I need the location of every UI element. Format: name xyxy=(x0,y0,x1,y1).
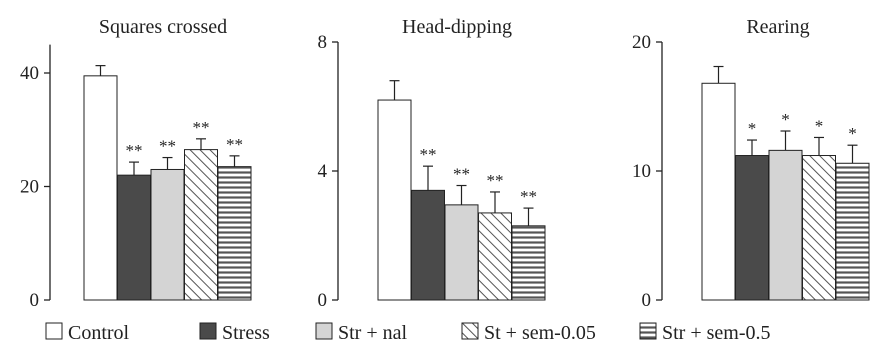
y-tick-label: 0 xyxy=(318,290,328,311)
significance-label: ** xyxy=(453,165,470,184)
significance-label: * xyxy=(848,124,857,143)
legend-label: St + sem-0.05 xyxy=(484,322,596,344)
legend-label: Str + nal xyxy=(338,322,407,344)
legend-label: Str + sem-0.5 xyxy=(662,322,771,344)
bar-light xyxy=(150,168,185,301)
significance-label: ** xyxy=(159,137,176,156)
legend-item-light: Str + nal xyxy=(315,322,407,344)
y-tick-label: 8 xyxy=(318,32,328,53)
bar-light xyxy=(768,149,803,301)
significance-label: ** xyxy=(420,145,437,164)
bar-white xyxy=(83,75,118,301)
significance-label: ** xyxy=(487,171,504,190)
bar-white xyxy=(701,82,736,301)
chart-panel-3: Rearing 0 10 20 * * * * xyxy=(632,16,870,311)
bar-dark xyxy=(735,155,769,301)
y-tick-label: 0 xyxy=(642,290,652,311)
panel-title: Squares crossed xyxy=(99,16,227,38)
legend-label: Stress xyxy=(222,322,270,344)
chart-panel-1: Squares crossed 0 20 40 ** ** ** ** xyxy=(20,16,252,311)
bar-dark xyxy=(411,189,445,301)
significance-label: * xyxy=(748,119,757,138)
y-tick-label: 0 xyxy=(30,290,40,311)
bar-white xyxy=(377,99,412,301)
bar-horizontal xyxy=(835,162,870,301)
significance-label: ** xyxy=(193,118,210,137)
legend-swatch xyxy=(45,322,63,340)
significance-label: * xyxy=(815,116,824,135)
significance-label: ** xyxy=(226,135,243,154)
y-tick-label: 20 xyxy=(20,177,39,198)
significance-label: ** xyxy=(126,141,143,160)
legend-swatch xyxy=(199,322,217,340)
bar-light xyxy=(444,204,479,301)
legend-item-horizontal: Str + sem-0.5 xyxy=(639,322,771,344)
legend-swatch xyxy=(461,322,479,340)
bar-horizontal xyxy=(511,225,546,301)
y-tick-label: 20 xyxy=(632,32,651,53)
bar-horizontal xyxy=(217,166,252,301)
panel-title: Rearing xyxy=(746,16,809,38)
significance-label: * xyxy=(781,110,790,129)
y-tick-label: 10 xyxy=(632,161,651,182)
legend-label: Control xyxy=(68,322,130,344)
legend: Control Stress Str + nal St + sem-0.05 Str +… xyxy=(45,322,771,344)
significance-label: ** xyxy=(520,187,537,206)
legend-item-diagonal: St + sem-0.05 xyxy=(461,322,596,344)
y-tick-label: 40 xyxy=(20,63,39,84)
chart-panel-2: Head-dipping 0 4 8 ** ** ** ** xyxy=(318,16,546,311)
legend-swatch xyxy=(315,322,333,340)
legend-swatch xyxy=(639,322,657,340)
bar-diagonal xyxy=(802,155,836,301)
panel-title: Head-dipping xyxy=(402,16,512,38)
bar-dark xyxy=(117,174,151,301)
bar-diagonal xyxy=(184,149,218,301)
legend-item-dark: Stress xyxy=(199,322,270,344)
bar-diagonal xyxy=(478,212,512,301)
y-tick-label: 4 xyxy=(318,161,328,182)
legend-item-white: Control xyxy=(45,322,130,344)
